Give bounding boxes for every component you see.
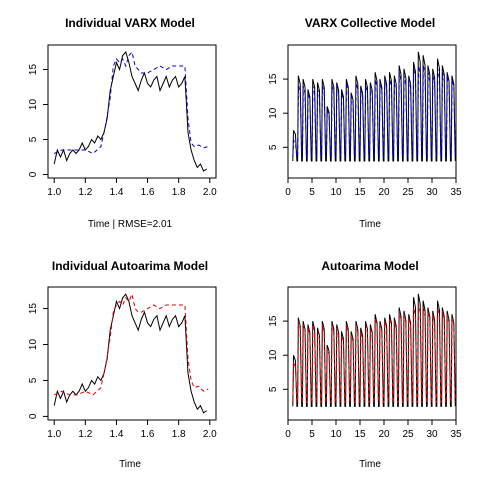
x-tick-label: 35 <box>450 429 462 440</box>
x-tick-label: 30 <box>426 187 438 198</box>
plot-frame <box>47 286 217 421</box>
actual-series-line <box>53 293 207 414</box>
x-tick-label: 2.0 <box>203 187 217 198</box>
panel-title: Individual Autoarima Model <box>52 259 208 273</box>
x-tick-label: 1.4 <box>109 187 123 198</box>
x-tick-label: 20 <box>378 429 390 440</box>
x-tick-label: 1.0 <box>47 429 61 440</box>
x-tick-label: 5 <box>309 429 315 440</box>
y-tick-label: 15 <box>268 315 279 327</box>
x-tick-label: 30 <box>426 429 438 440</box>
x-tick-label: 1.8 <box>172 429 186 440</box>
y-tick-label: 10 <box>28 339 39 351</box>
panel-varx-collective: VARX Collective Model 0 5 10 15 20 25 30 35 5 10 1… <box>268 16 462 230</box>
y-tick-label: 5 <box>28 136 39 142</box>
y-tick-label: 0 <box>28 171 39 177</box>
plot-content: 1.0 1.2 1.4 1.6 1.8 2.0 0 5 10 15 <box>28 292 217 440</box>
x-tick-label: 1.8 <box>172 187 186 198</box>
x-tick-label: 1.0 <box>47 187 61 198</box>
plot-content: 0 5 10 15 20 25 30 35 5 10 15 <box>268 293 462 440</box>
panel-title: Autoarima Model <box>321 259 418 273</box>
x-tick-label: 20 <box>378 187 390 198</box>
x-tick-label: 1.6 <box>141 187 155 198</box>
y-tick-label: 5 <box>268 144 279 150</box>
x-axis-label: Time <box>119 459 141 470</box>
y-tick-label: 15 <box>28 64 39 76</box>
x-tick-label: 25 <box>402 429 414 440</box>
x-tick-label: 1.2 <box>78 187 92 198</box>
predicted-series-line <box>292 303 456 403</box>
y-tick-label: 10 <box>268 349 279 361</box>
y-tick-label: 10 <box>28 99 39 111</box>
x-tick-label: 1.4 <box>109 429 123 440</box>
predicted-series-line <box>292 65 456 158</box>
actual-series-line <box>53 50 207 172</box>
x-tick-label: 25 <box>402 187 414 198</box>
x-tick-label: 1.6 <box>141 429 155 440</box>
x-tick-label: 2.0 <box>203 429 217 440</box>
panel-title: Individual VARX Model <box>65 16 195 30</box>
x-tick-label: 15 <box>354 187 366 198</box>
x-tick-label: 1.2 <box>78 429 92 440</box>
y-tick-label: 15 <box>268 73 279 85</box>
panel-individual-varx: Individual VARX Model 1.0 1.2 1.4 1.6 1.8 2.0… <box>28 16 217 230</box>
plot-frame <box>287 286 457 421</box>
y-tick-label: 10 <box>268 107 279 119</box>
x-tick-label: 35 <box>450 187 462 198</box>
y-tick-label: 5 <box>268 386 279 392</box>
x-tick-label: 15 <box>354 429 366 440</box>
x-tick-label: 5 <box>309 187 315 198</box>
y-tick-label: 5 <box>28 377 39 383</box>
x-tick-label: 10 <box>330 187 342 198</box>
plot-frame <box>47 44 217 179</box>
predicted-series-line <box>54 292 209 396</box>
x-axis-label: Time <box>359 459 381 470</box>
predicted-series-line <box>54 50 209 155</box>
plot-content: 1.0 1.2 1.4 1.6 1.8 2.0 0 5 10 15 <box>28 50 217 198</box>
panel-individual-autoarima: Individual Autoarima Model 1.0 1.2 1.4 1.6 1… <box>28 259 217 470</box>
plot-frame <box>287 44 457 179</box>
plot-content: 0 5 10 15 20 25 30 35 5 10 15 <box>268 51 462 198</box>
x-tick-label: 10 <box>330 429 342 440</box>
panel-title: VARX Collective Model <box>305 16 435 30</box>
y-tick-label: 15 <box>28 303 39 315</box>
y-tick-label: 0 <box>28 413 39 419</box>
panel-autoarima: Autoarima Model 0 5 10 15 20 25 30 35 5 10 15 Time <box>268 259 462 470</box>
x-axis-label: Time | RMSE=2.01 <box>88 219 173 230</box>
x-tick-label: 0 <box>285 187 291 198</box>
x-tick-label: 0 <box>285 429 291 440</box>
x-axis-label: Time <box>359 219 381 230</box>
